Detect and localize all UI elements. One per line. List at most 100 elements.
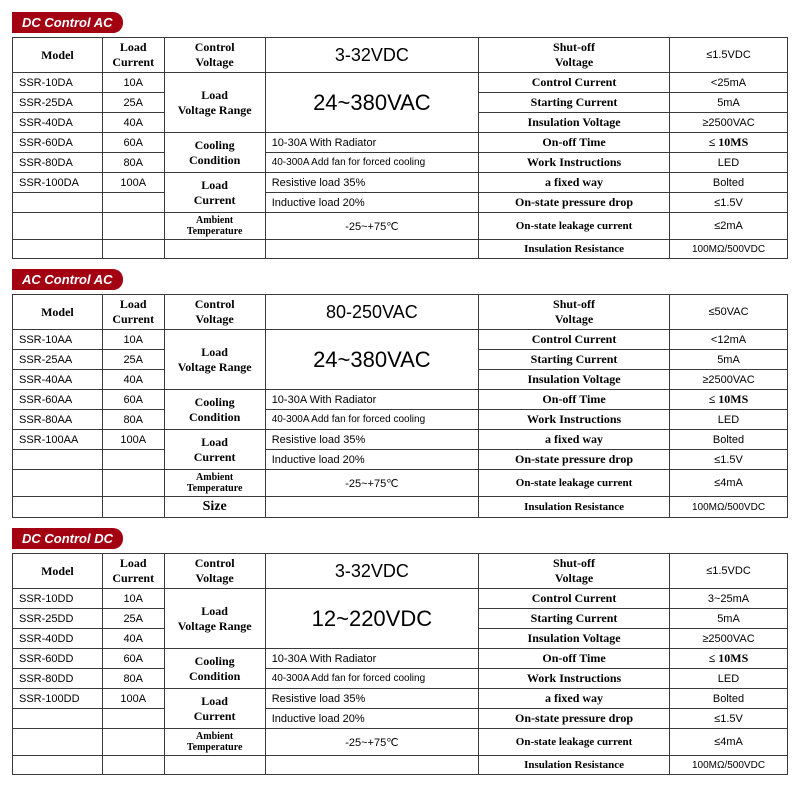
val-onoff-time: ≤ 10MS (670, 133, 788, 153)
model-4: SSR-80DA (13, 153, 103, 173)
model-3: SSR-60AA (13, 390, 103, 410)
val-ambient-temp: -25~+75℃ (265, 729, 478, 756)
val-pressure-drop: ≤1.5V (670, 450, 788, 470)
model-blank-3 (13, 497, 103, 518)
current-2: 40A (102, 113, 164, 133)
lbl-fixed-way: a fixed way (479, 173, 670, 193)
current-blank (102, 450, 164, 470)
val-starting-current: 5mA (670, 609, 788, 629)
current-4: 80A (102, 410, 164, 430)
section-AA: AC Control ACModelLoadCurrentControlVolt… (12, 269, 788, 518)
lbl-cooling-condition: CoolingCondition (164, 649, 265, 689)
lbl-onoff-time: On-off Time (479, 133, 670, 153)
model-blank-2 (13, 213, 103, 240)
current-blank-2 (102, 470, 164, 497)
spec-table: ModelLoadCurrentControlVoltage3-32VDCShu… (12, 37, 788, 259)
current-5: 100A (102, 689, 164, 709)
lbl-insulation-voltage: Insulation Voltage (479, 629, 670, 649)
lbl-control-current: Control Current (479, 73, 670, 93)
col-model: Model (13, 295, 103, 330)
val-onoff-time: ≤ 10MS (670, 390, 788, 410)
val-control-voltage: 80-250VAC (265, 295, 478, 330)
val-load-voltage-range: 24~380VAC (265, 330, 478, 390)
col-load-current: LoadCurrent (102, 295, 164, 330)
lbl-insulation-resistance: Insulation Resistance (479, 756, 670, 775)
val-starting-current: 5mA (670, 93, 788, 113)
current-blank-2 (102, 213, 164, 240)
col-load-current: LoadCurrent (102, 554, 164, 589)
model-3: SSR-60DA (13, 133, 103, 153)
lbl-starting-current: Starting Current (479, 350, 670, 370)
val-ambient-temp: -25~+75℃ (265, 470, 478, 497)
current-3: 60A (102, 390, 164, 410)
current-0: 10A (102, 73, 164, 93)
lbl-work-instructions: Work Instructions (479, 153, 670, 173)
model-4: SSR-80AA (13, 410, 103, 430)
val-resistive: Resistive load 35% (265, 689, 478, 709)
model-5: SSR-100DA (13, 173, 103, 193)
lbl-load-current-2: LoadCurrent (164, 689, 265, 729)
current-0: 10A (102, 589, 164, 609)
val-insulation-voltage: ≥2500VAC (670, 629, 788, 649)
val-insulation-voltage: ≥2500VAC (670, 113, 788, 133)
blank-c4 (265, 756, 478, 775)
current-1: 25A (102, 93, 164, 113)
val-leakage-current: ≤4mA (670, 729, 788, 756)
lbl-leakage-current: On-state leakage current (479, 213, 670, 240)
lbl-fixed-way: a fixed way (479, 430, 670, 450)
val-cooling-1: 10-30A With Radiator (265, 649, 478, 669)
val-leakage-current: ≤2mA (670, 213, 788, 240)
model-0: SSR-10DD (13, 589, 103, 609)
col-model: Model (13, 554, 103, 589)
lbl-pressure-drop: On-state pressure drop (479, 450, 670, 470)
current-1: 25A (102, 350, 164, 370)
model-3: SSR-60DD (13, 649, 103, 669)
lbl-onoff-time: On-off Time (479, 649, 670, 669)
model-0: SSR-10AA (13, 330, 103, 350)
model-blank-3 (13, 756, 103, 775)
val-ambient-temp: -25~+75℃ (265, 213, 478, 240)
val-insulation-resistance: 100MΩ/500VDC (670, 240, 788, 259)
model-2: SSR-40DA (13, 113, 103, 133)
current-4: 80A (102, 669, 164, 689)
blank-c3 (164, 240, 265, 259)
current-3: 60A (102, 649, 164, 669)
model-5: SSR-100AA (13, 430, 103, 450)
spec-table: ModelLoadCurrentControlVoltage3-32VDCShu… (12, 553, 788, 775)
model-blank-3 (13, 240, 103, 259)
current-5: 100A (102, 430, 164, 450)
val-resistive: Resistive load 35% (265, 173, 478, 193)
model-2: SSR-40DD (13, 629, 103, 649)
current-blank-3 (102, 497, 164, 518)
lbl-load-voltage-range: LoadVoltage Range (164, 73, 265, 133)
col-model: Model (13, 38, 103, 73)
current-0: 10A (102, 330, 164, 350)
current-1: 25A (102, 609, 164, 629)
val-cooling-1: 10-30A With Radiator (265, 133, 478, 153)
lbl-work-instructions: Work Instructions (479, 410, 670, 430)
model-1: SSR-25AA (13, 350, 103, 370)
val-insulation-resistance: 100MΩ/500VDC (670, 756, 788, 775)
lbl-load-current-2: LoadCurrent (164, 173, 265, 213)
val-control-current: <12mA (670, 330, 788, 350)
val-leakage-current: ≤4mA (670, 470, 788, 497)
col-control-voltage: ControlVoltage (164, 295, 265, 330)
val-inductive: Inductive load 20% (265, 709, 478, 729)
section-title: DC Control AC (12, 12, 123, 33)
val-resistive: Resistive load 35% (265, 430, 478, 450)
val-onoff-time: ≤ 10MS (670, 649, 788, 669)
model-blank (13, 193, 103, 213)
lbl-ambient-temp: Ambient Temperature (164, 470, 265, 497)
lbl-size: Size (164, 497, 265, 518)
val-shutoff-voltage: ≤50VAC (670, 295, 788, 330)
val-cooling-2: 40-300A Add fan for forced cooling (265, 669, 478, 689)
lbl-insulation-voltage: Insulation Voltage (479, 370, 670, 390)
val-pressure-drop: ≤1.5V (670, 709, 788, 729)
val-control-current: <25mA (670, 73, 788, 93)
lbl-ambient-temp: Ambient Temperature (164, 213, 265, 240)
lbl-load-current-2: LoadCurrent (164, 430, 265, 470)
lbl-pressure-drop: On-state pressure drop (479, 709, 670, 729)
current-blank-3 (102, 756, 164, 775)
lbl-pressure-drop: On-state pressure drop (479, 193, 670, 213)
section-DA: DC Control ACModelLoadCurrentControlVolt… (12, 12, 788, 259)
